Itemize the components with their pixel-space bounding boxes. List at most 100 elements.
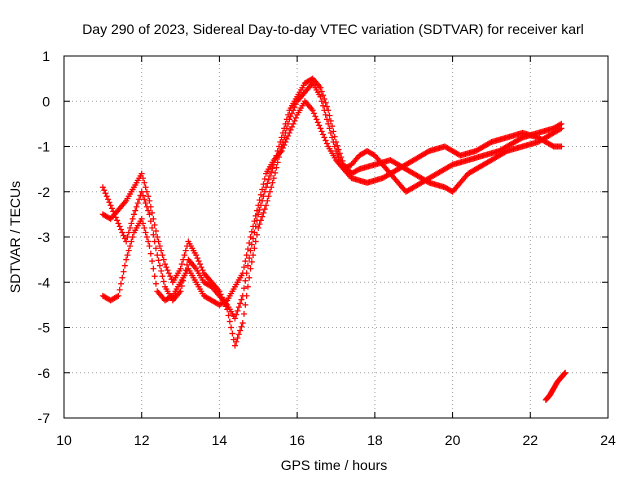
data-point xyxy=(257,191,264,198)
data-point xyxy=(312,113,319,120)
data-point xyxy=(129,215,136,222)
data-point xyxy=(321,134,328,141)
data-point xyxy=(242,301,249,308)
data-point xyxy=(138,188,145,195)
data-point xyxy=(243,252,250,259)
data-point xyxy=(266,188,273,195)
data-point xyxy=(105,196,112,203)
data-point xyxy=(151,273,158,280)
data-point xyxy=(114,293,121,300)
data-point xyxy=(99,184,106,191)
data-point xyxy=(266,172,273,179)
data-point xyxy=(193,252,200,259)
data-point xyxy=(291,117,298,124)
data-point xyxy=(250,252,257,259)
data-point xyxy=(265,193,272,200)
data-point xyxy=(263,202,270,209)
data-point xyxy=(128,238,135,245)
data-point xyxy=(256,197,263,204)
data-point xyxy=(154,234,161,240)
data-point xyxy=(222,298,229,305)
data-point xyxy=(241,310,248,317)
data-point xyxy=(124,234,131,240)
data-point xyxy=(322,99,329,106)
data-point xyxy=(310,110,317,117)
data-point xyxy=(235,331,242,338)
data-point xyxy=(177,288,184,295)
data-point xyxy=(158,247,165,254)
data-point xyxy=(159,273,166,280)
data-point xyxy=(561,370,568,377)
data-point xyxy=(333,138,339,145)
data-point xyxy=(156,262,163,269)
data-point xyxy=(143,234,150,240)
data-point xyxy=(317,125,324,132)
data-point xyxy=(323,140,330,147)
data-point xyxy=(288,110,295,117)
data-point xyxy=(115,292,122,299)
data-point xyxy=(268,169,275,176)
data-point xyxy=(168,293,175,300)
data-point xyxy=(252,238,259,245)
data-point xyxy=(242,258,249,265)
data-point xyxy=(156,243,163,250)
data-point xyxy=(140,175,147,182)
data-point xyxy=(107,202,114,209)
data-point xyxy=(164,267,171,274)
data-point xyxy=(336,150,343,157)
data-point xyxy=(119,229,126,236)
x-axis-ticks: 10 12 14 16 18 20 22 24 xyxy=(56,56,616,448)
data-point xyxy=(338,154,345,161)
data-point xyxy=(181,252,188,259)
data-point xyxy=(130,211,137,218)
data-point xyxy=(234,335,241,342)
data-point xyxy=(562,369,569,376)
data-point xyxy=(259,213,266,220)
data-point xyxy=(226,318,233,325)
data-point xyxy=(314,119,321,126)
data-point xyxy=(146,243,153,250)
data-point xyxy=(331,133,338,140)
data-point xyxy=(244,246,251,253)
data-point xyxy=(250,223,257,230)
data-point xyxy=(231,315,238,322)
data-point xyxy=(145,238,152,245)
data-point xyxy=(557,121,564,128)
data-point xyxy=(244,283,251,290)
data-point xyxy=(167,273,174,280)
data-point xyxy=(264,197,271,204)
x-axis-label: GPS time / hours xyxy=(281,457,388,473)
data-point xyxy=(151,221,158,228)
data-point xyxy=(233,311,240,318)
data-point xyxy=(237,327,244,334)
data-point xyxy=(260,209,267,216)
data-point xyxy=(197,261,203,268)
data-point xyxy=(142,229,149,236)
y-tick-label: -7 xyxy=(38,410,51,426)
data-point xyxy=(253,207,260,214)
data-point xyxy=(160,256,167,263)
x-tick-label: 12 xyxy=(134,432,150,448)
data-point xyxy=(241,285,248,292)
data-points xyxy=(99,75,569,403)
y-tick-label: 1 xyxy=(42,48,50,64)
x-tick-label: 22 xyxy=(522,432,538,448)
data-point xyxy=(151,238,158,245)
data-point xyxy=(120,268,127,275)
data-point xyxy=(152,245,159,252)
data-point xyxy=(133,203,140,210)
data-point xyxy=(316,122,323,129)
data-point xyxy=(239,319,246,326)
data-point xyxy=(125,229,132,236)
x-tick-label: 20 xyxy=(445,432,461,448)
data-point xyxy=(320,131,327,138)
data-point xyxy=(290,120,297,127)
y-tick-label: -2 xyxy=(38,184,51,200)
data-point xyxy=(252,212,259,219)
data-point xyxy=(320,92,327,99)
data-point xyxy=(282,138,289,145)
data-point xyxy=(194,255,201,262)
data-point xyxy=(247,234,254,240)
data-point xyxy=(246,255,253,262)
data-point xyxy=(150,265,157,272)
